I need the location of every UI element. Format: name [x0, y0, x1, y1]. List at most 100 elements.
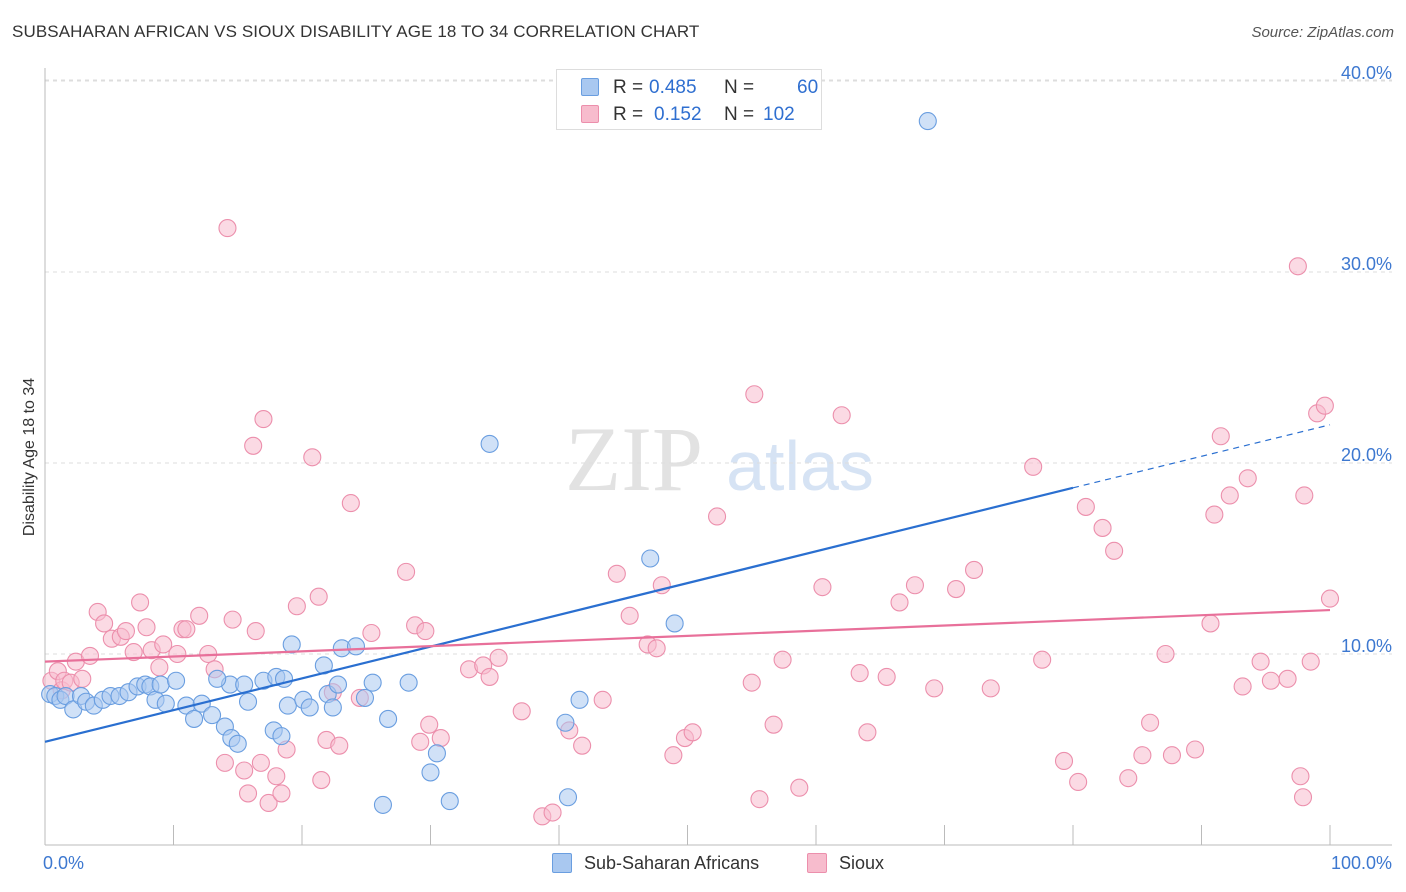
- point-sioux[interactable]: [1320, 589, 1340, 608]
- point-sioux[interactable]: [1162, 746, 1181, 765]
- point-sioux[interactable]: [890, 593, 909, 612]
- point-subsaharan[interactable]: [440, 792, 459, 811]
- point-subsaharan[interactable]: [208, 669, 227, 688]
- point-sioux[interactable]: [1238, 469, 1257, 488]
- point-sioux[interactable]: [905, 576, 924, 595]
- point-sioux[interactable]: [1211, 427, 1230, 446]
- point-sioux[interactable]: [764, 715, 783, 734]
- point-subsaharan[interactable]: [238, 692, 258, 711]
- point-subsaharan[interactable]: [918, 112, 937, 131]
- point-sioux[interactable]: [1278, 669, 1297, 688]
- point-sioux[interactable]: [416, 622, 435, 641]
- point-sioux[interactable]: [981, 679, 1000, 698]
- point-sioux[interactable]: [168, 644, 187, 664]
- point-sioux[interactable]: [1295, 486, 1314, 505]
- point-sioux[interactable]: [431, 728, 450, 748]
- point-sioux[interactable]: [607, 564, 626, 583]
- point-sioux[interactable]: [272, 784, 291, 803]
- point-sioux[interactable]: [1141, 713, 1160, 732]
- point-sioux[interactable]: [312, 771, 331, 790]
- point-subsaharan[interactable]: [556, 713, 575, 732]
- point-sioux[interactable]: [177, 620, 196, 639]
- point-sioux[interactable]: [813, 578, 832, 597]
- point-sioux[interactable]: [925, 679, 944, 698]
- point-sioux[interactable]: [1301, 652, 1320, 671]
- point-sioux[interactable]: [1233, 677, 1252, 696]
- point-sioux[interactable]: [1291, 767, 1310, 786]
- point-sioux[interactable]: [1093, 518, 1112, 537]
- point-sioux[interactable]: [1054, 751, 1074, 771]
- point-subsaharan[interactable]: [665, 614, 684, 633]
- point-subsaharan[interactable]: [228, 734, 247, 753]
- point-sioux[interactable]: [947, 580, 966, 599]
- point-sioux[interactable]: [246, 622, 265, 641]
- point-sioux[interactable]: [215, 753, 234, 772]
- point-sioux[interactable]: [137, 618, 156, 637]
- point-sioux[interactable]: [116, 622, 136, 641]
- point-sioux[interactable]: [1186, 740, 1205, 759]
- point-sioux[interactable]: [251, 753, 270, 772]
- point-sioux[interactable]: [150, 658, 169, 677]
- point-sioux[interactable]: [223, 610, 242, 629]
- point-subsaharan[interactable]: [167, 671, 186, 690]
- point-sioux[interactable]: [95, 614, 114, 633]
- point-sioux[interactable]: [244, 436, 263, 455]
- point-sioux[interactable]: [1261, 671, 1280, 690]
- point-sioux[interactable]: [1205, 505, 1224, 524]
- point-sioux[interactable]: [489, 648, 508, 667]
- point-sioux[interactable]: [238, 784, 258, 803]
- point-sioux[interactable]: [254, 410, 273, 429]
- point-subsaharan[interactable]: [399, 673, 418, 692]
- point-sioux[interactable]: [593, 690, 612, 709]
- point-subsaharan[interactable]: [373, 795, 393, 814]
- point-sioux[interactable]: [1069, 772, 1088, 792]
- point-sioux[interactable]: [480, 667, 499, 686]
- point-sioux[interactable]: [73, 669, 92, 688]
- point-sioux[interactable]: [543, 803, 562, 822]
- point-sioux[interactable]: [411, 732, 430, 751]
- point-subsaharan[interactable]: [278, 696, 297, 715]
- point-sioux[interactable]: [1220, 486, 1239, 505]
- point-sioux[interactable]: [850, 664, 869, 683]
- point-sioux[interactable]: [259, 793, 278, 813]
- point-sioux[interactable]: [124, 643, 143, 662]
- point-sioux[interactable]: [235, 761, 254, 780]
- point-subsaharan[interactable]: [328, 675, 348, 694]
- point-sioux[interactable]: [1315, 396, 1334, 415]
- point-sioux[interactable]: [1033, 650, 1052, 669]
- point-subsaharan[interactable]: [480, 434, 499, 453]
- point-sioux[interactable]: [683, 723, 702, 742]
- point-subsaharan[interactable]: [379, 709, 398, 728]
- point-sioux[interactable]: [287, 597, 306, 616]
- point-sioux[interactable]: [80, 646, 100, 665]
- point-sioux[interactable]: [303, 448, 322, 467]
- point-sioux[interactable]: [858, 723, 877, 742]
- point-subsaharan[interactable]: [570, 690, 589, 709]
- point-subsaharan[interactable]: [427, 744, 446, 763]
- point-sioux[interactable]: [1288, 257, 1307, 276]
- point-sioux[interactable]: [1133, 746, 1152, 765]
- point-subsaharan[interactable]: [355, 688, 375, 707]
- point-sioux[interactable]: [1024, 457, 1043, 476]
- point-sioux[interactable]: [512, 702, 531, 721]
- point-sioux[interactable]: [330, 736, 349, 755]
- point-sioux[interactable]: [397, 562, 416, 581]
- point-subsaharan[interactable]: [185, 709, 204, 728]
- point-sioux[interactable]: [341, 494, 360, 513]
- point-sioux[interactable]: [742, 673, 761, 692]
- point-sioux[interactable]: [664, 746, 683, 765]
- point-subsaharan[interactable]: [323, 698, 342, 717]
- point-sioux[interactable]: [708, 507, 727, 526]
- point-sioux[interactable]: [190, 606, 209, 625]
- point-sioux[interactable]: [1201, 614, 1220, 633]
- point-sioux[interactable]: [620, 606, 639, 625]
- point-subsaharan[interactable]: [151, 675, 170, 694]
- point-sioux[interactable]: [1105, 541, 1124, 560]
- point-sioux[interactable]: [154, 635, 173, 654]
- point-sioux[interactable]: [573, 736, 592, 755]
- legend-item-sioux[interactable]: Sioux: [807, 852, 917, 876]
- point-subsaharan[interactable]: [346, 637, 366, 656]
- point-subsaharan[interactable]: [300, 698, 319, 717]
- legend-item-subsaharan[interactable]: Sub-Saharan Africans: [552, 852, 792, 876]
- point-sioux[interactable]: [877, 667, 896, 686]
